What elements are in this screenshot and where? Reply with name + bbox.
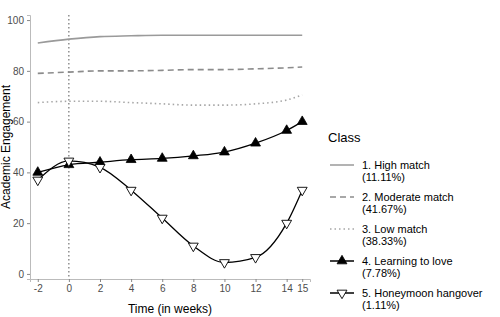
series-marker (64, 159, 74, 168)
series-line (38, 161, 302, 263)
x-tick-mark (287, 279, 288, 282)
y-tick: 0 (18, 269, 30, 280)
series-line (38, 67, 302, 73)
series-marker (126, 187, 136, 196)
y-tick: 60 (13, 116, 30, 127)
series-marker (126, 154, 136, 163)
legend-label: 4. Learning to love(7.78%) (362, 255, 453, 279)
series-marker (95, 164, 105, 173)
reference-line (68, 15, 69, 279)
y-tick-label: 80 (13, 66, 25, 77)
y-tick: 20 (13, 218, 30, 229)
y-tick: 40 (13, 167, 30, 178)
x-tick-mark (69, 279, 70, 282)
x-axis-line (31, 280, 311, 283)
series-marker (157, 153, 167, 162)
x-tick-label: 12 (250, 283, 262, 294)
y-tick-label: 100 (7, 15, 24, 26)
legend-marker (337, 255, 347, 264)
x-tick: 10 (219, 279, 231, 294)
series-marker (282, 220, 292, 229)
y-tick-mark (27, 223, 30, 224)
x-tick: 15 (297, 279, 309, 294)
y-tick-mark (27, 20, 30, 21)
x-tick-mark (162, 279, 163, 282)
x-tick: 2 (98, 279, 104, 294)
legend-item: 5. Honeymoon hangover(1.11%) (330, 287, 483, 311)
legend-label: 3. Low match(38.33%) (362, 223, 427, 247)
series-marker (33, 177, 43, 186)
series-marker (95, 157, 105, 166)
x-tick-label: 15 (297, 283, 309, 294)
series-marker (297, 187, 307, 196)
legend-item: 3. Low match(38.33%) (330, 223, 427, 247)
y-axis-line (27, 16, 31, 280)
series-marker (188, 243, 198, 252)
series-marker (220, 146, 230, 155)
x-tick: 4 (129, 279, 135, 294)
x-tick-label: 0 (67, 283, 73, 294)
x-tick: 12 (250, 279, 262, 294)
x-tick-mark (224, 279, 225, 282)
x-tick-label: -2 (34, 283, 43, 294)
legend-key (330, 164, 354, 166)
y-tick-mark (27, 71, 30, 72)
series-line (38, 95, 302, 105)
y-tick-mark (27, 122, 30, 123)
series-marker (220, 260, 230, 269)
y-tick-mark (27, 172, 30, 173)
plot-area (33, 15, 307, 279)
series-line (38, 35, 302, 43)
y-tick: 80 (13, 66, 30, 77)
y-tick-label: 60 (13, 116, 25, 127)
x-tick-mark (100, 279, 101, 282)
series-marker (188, 150, 198, 159)
legend-title: Class (328, 130, 361, 145)
series-marker (282, 125, 292, 134)
legend-item: 4. Learning to love(7.78%) (330, 255, 453, 279)
y-tick-label: 20 (13, 218, 25, 229)
legend-label: 5. Honeymoon hangover(1.11%) (362, 287, 483, 311)
series-marker (64, 158, 74, 167)
series-line (38, 122, 302, 173)
x-tick: 6 (160, 279, 166, 294)
series-marker (33, 167, 43, 176)
legend-item: 2. Moderate match(41.67%) (330, 191, 454, 215)
series-marker (297, 116, 307, 125)
legend-marker (337, 290, 347, 299)
x-tick: 8 (191, 279, 197, 294)
series-marker (157, 215, 167, 224)
y-tick-label: 0 (18, 269, 24, 280)
legend-label: 1. High match(11.11%) (362, 159, 430, 183)
x-tick: -2 (34, 279, 43, 294)
x-tick-mark (256, 279, 257, 282)
y-axis-title: Academic Engagement (0, 84, 13, 209)
x-axis-title: Time (in weeks) (128, 302, 212, 316)
x-tick-label: 10 (219, 283, 231, 294)
x-tick-label: 2 (98, 283, 104, 294)
legend: Class1. High match(11.11%) 2. Moderate ma… (328, 130, 483, 311)
x-tick: 14 (282, 279, 294, 294)
x-tick-label: 14 (282, 283, 294, 294)
series-marker (251, 138, 261, 147)
x-tick-mark (131, 279, 132, 282)
x-tick-mark (38, 279, 39, 282)
x-tick-mark (193, 279, 194, 282)
chart: -2 0 2 4 6 8 10 12 1415 0 20 40 60 80 100 Time (in week… (0, 0, 500, 317)
y-tick-label: 40 (13, 167, 25, 178)
y-tick-mark (27, 274, 30, 275)
legend-item: 1. High match(11.11%) (330, 159, 430, 183)
x-tick-label: 6 (160, 283, 166, 294)
legend-label: 2. Moderate match(41.67%) (362, 191, 454, 215)
x-tick: 0 (67, 279, 73, 294)
x-tick-label: 8 (191, 283, 197, 294)
series-marker (251, 255, 261, 264)
legend-key (330, 196, 354, 198)
y-tick: 100 (7, 15, 30, 26)
x-tick-label: 4 (129, 283, 135, 294)
legend-key (330, 228, 354, 230)
x-tick-mark (302, 279, 303, 282)
x-axis: -2 0 2 4 6 8 10 12 1415 (31, 279, 311, 294)
